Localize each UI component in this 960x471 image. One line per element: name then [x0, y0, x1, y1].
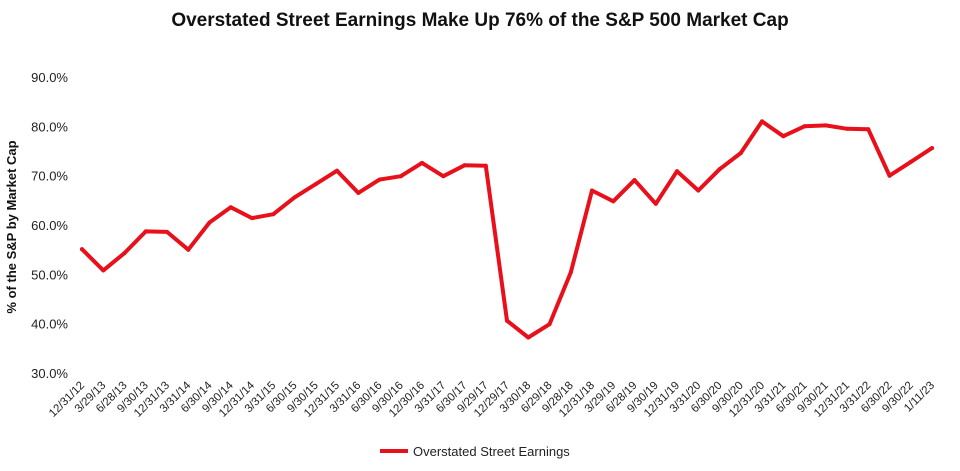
- data-point: [292, 195, 297, 200]
- data-point: [653, 201, 658, 206]
- data-point: [250, 216, 254, 221]
- data-point: [462, 163, 467, 168]
- data-point: [611, 199, 616, 204]
- data-point: [335, 168, 339, 173]
- y-tick-label: 40.0%: [31, 317, 68, 332]
- data-point: [760, 119, 764, 124]
- data-point: [377, 177, 382, 182]
- y-axis-ticks: 90.0% 80.0% 70.0% 60.0% 50.0% 40.0% 30.0%: [31, 70, 68, 381]
- data-point: [887, 173, 892, 178]
- data-point: [675, 169, 679, 174]
- chart-title: Overstated Street Earnings Make Up 76% o…: [171, 10, 789, 31]
- data-point: [930, 146, 934, 151]
- data-point: [356, 190, 361, 195]
- data-point: [908, 159, 913, 164]
- data-point: [101, 268, 106, 273]
- data-point: [717, 167, 722, 172]
- x-axis-ticks: 12/31/123/29/136/28/139/30/1312/31/133/3…: [47, 379, 937, 420]
- data-point: [568, 270, 573, 275]
- y-tick-label: 70.0%: [31, 169, 68, 184]
- data-point: [207, 220, 212, 225]
- legend-label: Overstated Street Earnings: [413, 444, 570, 459]
- legend: Overstated Street Earnings: [380, 444, 570, 459]
- data-point: [420, 160, 424, 165]
- y-axis-title: % of the S&P by Market Cap: [4, 140, 19, 313]
- y-tick-label: 90.0%: [31, 70, 68, 85]
- data-point: [505, 318, 509, 323]
- data-point: [483, 163, 488, 168]
- data-point: [186, 247, 191, 252]
- data-point: [823, 123, 828, 128]
- y-tick-label: 30.0%: [31, 366, 68, 381]
- data-point: [802, 124, 807, 129]
- data-point: [845, 126, 849, 131]
- data-point: [738, 151, 743, 155]
- data-point: [143, 229, 148, 234]
- data-point: [122, 251, 127, 256]
- data-point: [80, 247, 84, 252]
- data-point: [526, 335, 531, 340]
- data-point: [398, 174, 403, 179]
- y-tick-label: 80.0%: [31, 119, 68, 134]
- data-point: [781, 134, 786, 139]
- data-point: [228, 205, 233, 210]
- data-point: [590, 188, 594, 193]
- y-tick-label: 50.0%: [31, 267, 68, 282]
- data-point: [165, 229, 169, 234]
- series-layer: [80, 119, 934, 340]
- data-point: [441, 174, 446, 179]
- data-point: [547, 322, 552, 327]
- series-line: [80, 119, 934, 340]
- data-point: [271, 212, 276, 217]
- data-point: [696, 188, 701, 193]
- data-point: [313, 182, 318, 187]
- data-point: [632, 178, 637, 183]
- y-tick-label: 60.0%: [31, 218, 68, 233]
- data-point: [866, 127, 871, 132]
